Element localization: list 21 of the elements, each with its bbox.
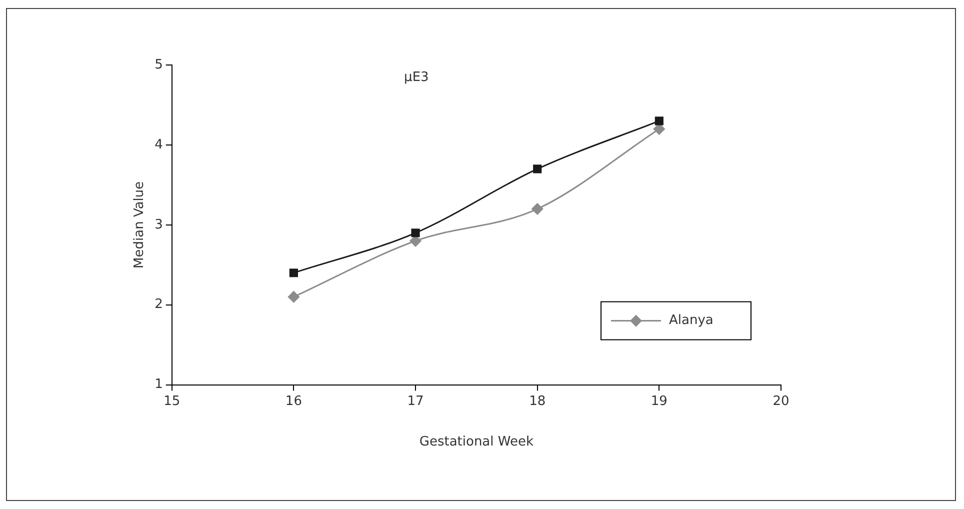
y-tick-label: 5 [154, 57, 163, 72]
y-tick-label: 2 [154, 297, 163, 312]
point [288, 291, 300, 303]
x-axis-title: Gestational Week [419, 434, 534, 450]
point [411, 228, 420, 238]
y-axis-title: Median Value [132, 181, 148, 268]
point [289, 268, 298, 278]
legend-label: Alanya [669, 313, 714, 328]
x-tick-label: 15 [164, 394, 180, 409]
chart-title: μE3 [404, 70, 429, 85]
x-tick-label: 19 [650, 394, 668, 409]
y-tick-label: 1 [154, 377, 163, 392]
y-tick-label: 4 [154, 137, 163, 152]
x-tick-label: 20 [772, 394, 790, 409]
point [533, 164, 542, 174]
y-tick-label: 3 [154, 217, 163, 232]
x-tick-label: 16 [285, 394, 302, 409]
x-tick-label: 18 [529, 394, 546, 409]
point [654, 116, 664, 126]
point [532, 203, 544, 215]
x-tick-label: 17 [407, 394, 424, 409]
